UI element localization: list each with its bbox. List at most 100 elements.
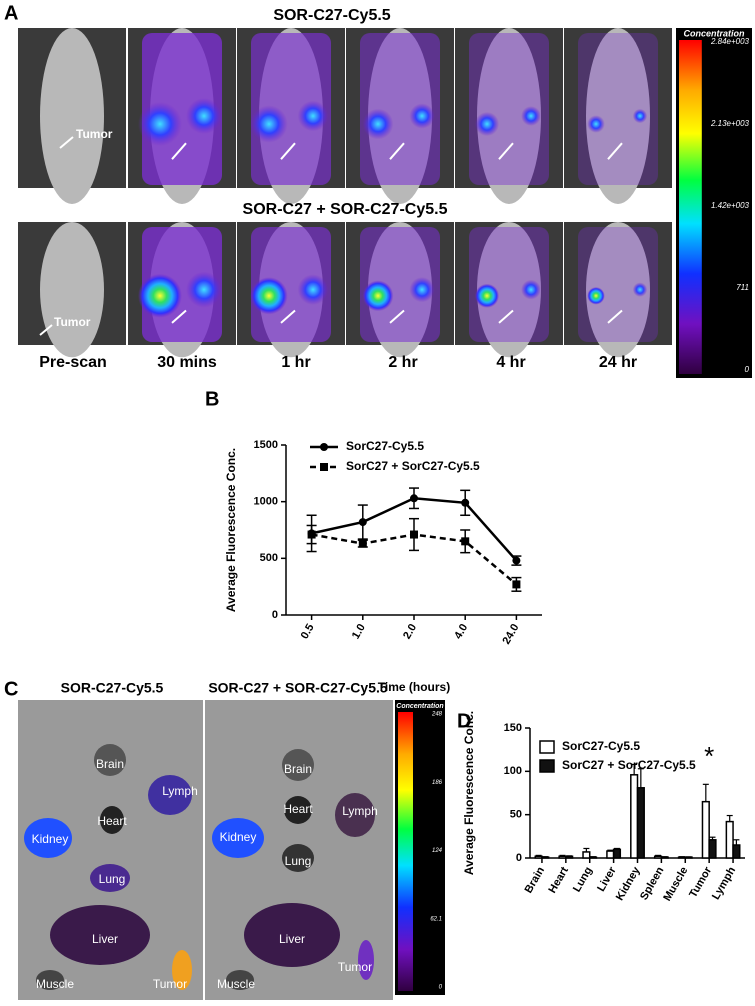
bar <box>558 855 567 859</box>
organ <box>282 749 314 781</box>
bar <box>612 848 622 859</box>
timepoint-label: Pre-scan <box>39 354 107 371</box>
signal <box>632 282 648 297</box>
marker <box>410 494 418 503</box>
organ-label: Lymph <box>342 804 378 818</box>
signal <box>142 33 222 185</box>
signal <box>360 227 440 342</box>
x-tick-label: 1.0 <box>350 622 368 641</box>
signal <box>362 108 394 140</box>
mouse-body <box>40 28 104 204</box>
arrow <box>389 142 405 160</box>
colorbar-label: 2.13e+003 <box>710 119 750 128</box>
x-tick-label: Heart <box>546 865 571 896</box>
organ <box>90 864 130 892</box>
panel-title: SOR-C27-Cy5.5 <box>273 7 390 24</box>
marker <box>410 530 418 539</box>
legend-label: SorC27 + SorC27-Cy5.5 <box>346 459 480 473</box>
bar <box>582 851 591 859</box>
organ-label: Kidney <box>32 832 69 846</box>
y-axis-label: Average Fluorescence Conc. <box>462 711 476 875</box>
colorbar-label: 711 <box>736 283 749 292</box>
legend-label: SorC27 + SorC27-Cy5.5 <box>562 758 696 772</box>
colorbar <box>679 40 702 374</box>
organ <box>100 806 124 834</box>
organ <box>226 970 254 990</box>
panel-letter: C <box>4 678 18 700</box>
mouse-body <box>586 28 650 204</box>
bar <box>653 855 663 859</box>
x-tick-label: Lymph <box>710 865 738 902</box>
arrow <box>59 136 74 149</box>
x-tick-label: 2.0 <box>401 622 419 641</box>
arrow <box>39 324 53 336</box>
timepoint-label: 1 hr <box>281 354 310 371</box>
marker <box>512 580 521 589</box>
signal <box>251 33 331 185</box>
signal <box>521 279 541 300</box>
organ <box>36 970 64 990</box>
bar <box>708 839 717 859</box>
organ-label: Muscle <box>217 977 255 991</box>
panel-title: SOR-C27 + SOR-C27-Cy5.5 <box>243 201 448 218</box>
panel-letter: D <box>457 710 471 732</box>
organ <box>358 940 374 980</box>
x-tick-label: Brain <box>523 865 548 896</box>
signal <box>186 98 222 134</box>
signal <box>632 108 648 124</box>
panel-letter: B <box>205 388 219 410</box>
signal <box>578 33 658 185</box>
colorbar-label: 0 <box>745 365 750 374</box>
signal <box>250 277 288 315</box>
colorbar-label: 0 <box>439 985 443 991</box>
organ <box>212 818 264 858</box>
signal <box>186 271 222 308</box>
y-axis-label: Average Fluorescence Conc. <box>224 448 238 612</box>
mouse-body <box>40 222 104 358</box>
arrow <box>389 309 405 324</box>
signal <box>409 103 435 129</box>
organ <box>50 905 150 965</box>
tumor-label: Tumor <box>54 315 91 329</box>
y-tick-label: 500 <box>260 552 278 564</box>
bar <box>636 787 645 859</box>
x-tick-label: Liver <box>595 864 619 893</box>
arrow <box>171 142 187 160</box>
y-tick-label: 150 <box>504 722 522 734</box>
marker <box>307 530 316 539</box>
bar <box>725 820 734 859</box>
bar <box>565 855 574 859</box>
y-tick-label: 0 <box>516 852 522 864</box>
images <box>18 28 672 1000</box>
colorbar-label: 248 <box>431 712 443 718</box>
organ-label: Lung <box>285 854 312 868</box>
marker <box>461 537 470 546</box>
signal <box>469 33 549 185</box>
legend-marker <box>320 463 328 471</box>
organ <box>148 775 192 815</box>
organ-label: Liver <box>279 932 305 946</box>
tumor-label: Tumor <box>76 127 113 141</box>
organ-label: Muscle <box>36 977 74 991</box>
signal <box>587 115 605 133</box>
arrow <box>607 142 623 160</box>
signal <box>138 273 182 318</box>
signal <box>587 287 605 305</box>
x-tick-label: 24.0 <box>500 622 521 647</box>
signal <box>297 100 329 132</box>
y-tick-label: 100 <box>504 765 522 777</box>
organ <box>172 950 192 990</box>
bar <box>630 774 639 859</box>
organ <box>284 796 312 824</box>
arrow <box>607 309 623 324</box>
x-tick-label: Lung <box>571 865 595 894</box>
timepoint-label: 4 hr <box>496 354 525 371</box>
legend-swatch <box>539 759 555 773</box>
organ <box>94 744 126 776</box>
signal <box>474 283 500 308</box>
arrow <box>171 309 187 324</box>
marker <box>358 539 367 548</box>
x-axis-label: Time (hours) <box>378 680 450 694</box>
signal <box>297 274 329 305</box>
